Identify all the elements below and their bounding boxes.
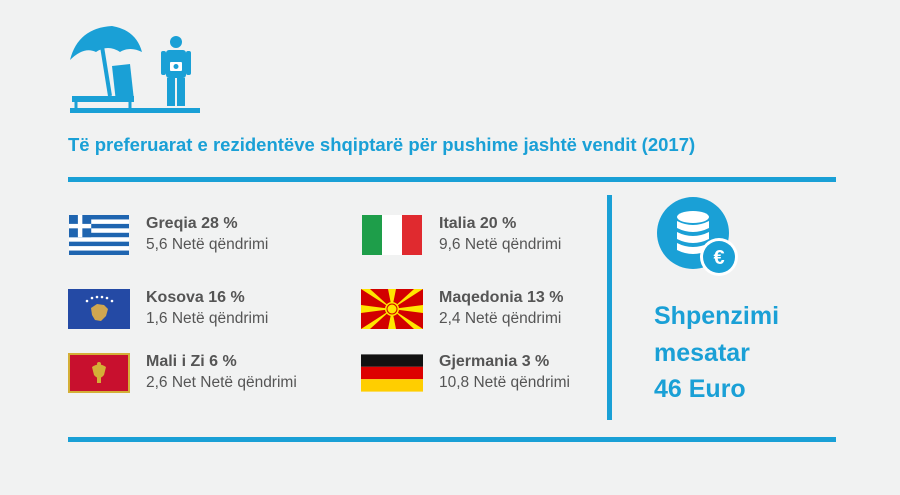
country-label: Greqia 28 %: [146, 215, 238, 232]
country-label: Maqedonia 13 %: [439, 289, 564, 306]
stay-label: 2,4 Netë qëndrimi: [439, 310, 562, 327]
greece-flag: [69, 215, 129, 255]
kosovo-flag: [68, 289, 130, 329]
divider-top: [68, 177, 836, 182]
coins-euro-icon: €: [657, 197, 738, 276]
spending-line-1: Shpenzimi: [654, 302, 780, 330]
country-label: Kosova 16 %: [146, 289, 245, 306]
page-title: Të preferuarat e rezidentëve shqiptarë p…: [68, 134, 696, 155]
germany-flag: [361, 354, 423, 392]
country-label: Mali i Zi 6 %: [146, 353, 237, 370]
divider-vertical: [607, 195, 612, 420]
spending-line-2: mesatar: [654, 339, 750, 367]
stay-label: 2,6 Net Netë qëndrimi: [146, 374, 297, 391]
euro-symbol: €: [713, 247, 724, 269]
stay-label: 5,6 Netë qëndrimi: [146, 236, 269, 253]
montenegro-flag: [68, 353, 130, 393]
country-label: Italia 20 %: [439, 215, 517, 232]
country-label: Gjermania 3 %: [439, 353, 550, 370]
spending-amount: 46 Euro: [654, 375, 746, 403]
macedonia-flag: [361, 289, 423, 329]
stay-label: 10,8 Netë qëndrimi: [439, 374, 570, 391]
stay-label: 1,6 Netë qëndrimi: [146, 310, 269, 327]
divider-bottom: [68, 437, 836, 442]
italy-flag: [362, 215, 422, 255]
stay-label: 9,6 Netë qëndrimi: [439, 236, 562, 253]
beach-tourist-icon: [70, 26, 200, 113]
